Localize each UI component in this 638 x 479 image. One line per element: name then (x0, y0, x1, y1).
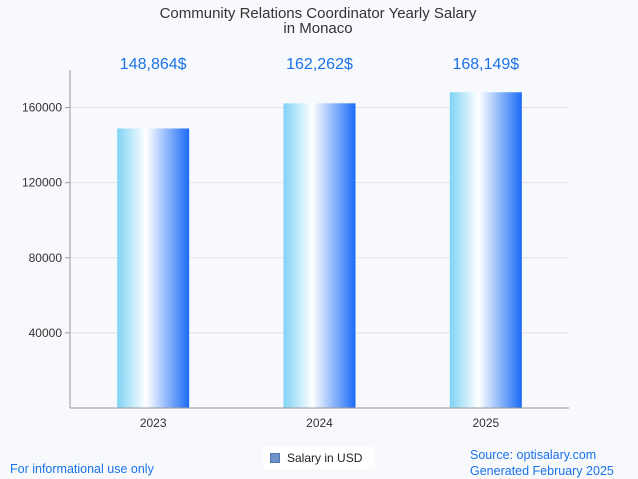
y-tick-label: 40000 (29, 326, 63, 340)
y-axis-ticks: 40000 80000 120000 160000 (22, 101, 70, 340)
disclaimer-text: For informational use only (10, 462, 154, 476)
y-tick-label: 160000 (22, 101, 62, 115)
bars (117, 92, 522, 409)
x-axis-ticks: 2023 2024 2025 (140, 416, 500, 430)
value-label-2025: 168,149$ (452, 56, 519, 73)
bar-2025 (449, 92, 522, 409)
y-tick-label: 120000 (22, 176, 62, 190)
y-tick-label: 80000 (29, 251, 63, 265)
legend-label: Salary in USD (287, 451, 363, 465)
bar-2024 (283, 103, 356, 409)
legend: Salary in USD (263, 447, 375, 469)
chart-title-line-1: Community Relations Coordinator Yearly S… (160, 5, 477, 22)
salary-bar-chart: Community Relations Coordinator Yearly S… (22, 5, 569, 430)
value-labels: 148,864$ 162,262$ 168,149$ (120, 56, 520, 73)
chart-title-line-2: in Monaco (283, 20, 352, 37)
x-tick-label: 2025 (472, 416, 499, 430)
source-info: Source: optisalary.com Generated Februar… (470, 447, 614, 479)
legend-swatch (270, 453, 280, 463)
generated-date: Generated February 2025 (470, 464, 614, 478)
bar-2023 (117, 128, 190, 408)
value-label-2023: 148,864$ (120, 56, 187, 73)
value-label-2024: 162,262$ (286, 56, 353, 73)
x-tick-label: 2024 (306, 416, 333, 430)
x-tick-label: 2023 (140, 416, 167, 430)
source-link[interactable]: Source: optisalary.com (470, 448, 597, 462)
